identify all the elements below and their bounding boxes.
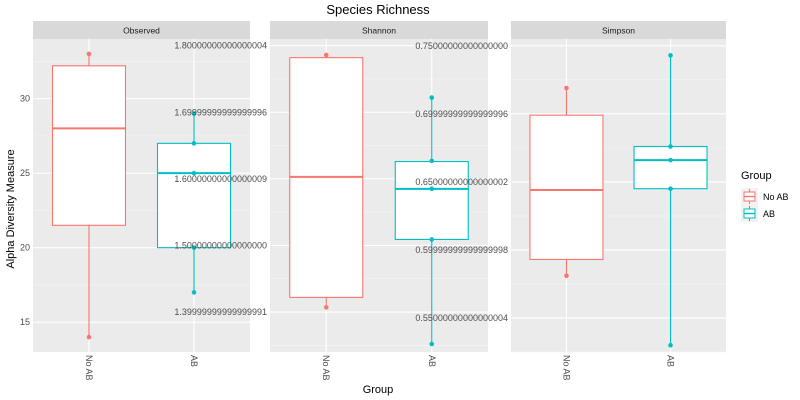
x-tick-label: AB <box>427 355 437 367</box>
y-tick-label: 1.39999999999999991 <box>174 307 267 317</box>
box-iqr <box>51 65 127 226</box>
y-tick-label: 0.65000000000000002 <box>415 177 508 187</box>
data-point <box>191 141 197 146</box>
data-point <box>429 186 435 192</box>
box-iqr <box>529 114 604 261</box>
box-ab <box>394 95 469 347</box>
y-tick-label: 1.50000000000000000 <box>174 240 267 250</box>
x-tick-label: AB <box>666 355 676 367</box>
data-point <box>429 341 435 347</box>
x-tick-label: No AB <box>561 355 571 381</box>
x-axis-title: Group <box>363 384 394 396</box>
data-point <box>86 334 92 340</box>
data-point <box>429 237 435 242</box>
data-point <box>668 53 673 58</box>
facet-strip <box>511 21 726 39</box>
facet-strip-label: Simpson <box>602 26 635 36</box>
legend-label: AB <box>763 209 775 219</box>
data-point <box>191 245 197 250</box>
y-tick-label: 25 <box>20 168 30 178</box>
y-tick-label: 0.75000000000000000 <box>415 41 508 51</box>
y-tick-label: 0.55000000000000004 <box>415 313 508 323</box>
data-point <box>323 305 329 310</box>
data-point <box>668 186 673 191</box>
box-no-ab <box>529 85 604 279</box>
y-tick-label: 15 <box>20 317 30 327</box>
data-point <box>564 85 569 91</box>
x-tick-label: AB <box>189 355 199 367</box>
data-point <box>668 144 673 149</box>
y-tick-label: 20 <box>20 243 30 253</box>
legend-item-ab: AB <box>741 205 775 222</box>
facet-strip-label: Shannon <box>362 26 396 36</box>
x-tick-label: No AB <box>321 355 331 381</box>
y-tick-label: 0.69999999999999996 <box>415 109 508 119</box>
box-ab <box>156 111 232 295</box>
data-point <box>429 95 435 100</box>
data-point <box>191 170 197 176</box>
data-point <box>323 52 329 58</box>
chart-title: Species Richness <box>326 2 430 17</box>
data-point <box>191 290 197 295</box>
facet-panel-simpson: Simpson 0.55000000000000004 0.599999999999… <box>415 21 726 381</box>
y-tick-label: 1.69999999999999996 <box>174 107 267 117</box>
box-iqr <box>633 145 708 190</box>
facet-strip <box>33 21 250 39</box>
box-no-ab <box>289 52 364 310</box>
facet-strip <box>270 21 488 39</box>
data-point <box>564 273 569 279</box>
y-axis-title: Alpha Diversity Measure <box>5 149 17 268</box>
legend-label: No AB <box>763 192 789 202</box>
y-tick-label: 1.80000000000000004 <box>174 41 267 51</box>
data-point <box>86 51 92 57</box>
y-tick-label: 0.59999999999999998 <box>415 245 508 255</box>
legend: Group No AB AB <box>741 170 789 222</box>
data-point <box>191 111 197 116</box>
box-no-ab <box>51 51 127 340</box>
legend-item-no-ab: No AB <box>741 188 789 205</box>
facet-panel-shannon: Shannon 1.39999999999999991 1.500000000000… <box>174 21 488 381</box>
x-tick-label: No AB <box>84 355 94 381</box>
y-tick-label: 1.60000000000000009 <box>174 174 267 184</box>
data-point <box>668 342 673 348</box>
facet-strip-label: Observed <box>123 26 160 36</box>
facet-panels: Observed 15 20 25 30 No AB AB Shannon 1.39999999… <box>20 21 726 381</box>
legend-title: Group <box>741 170 772 182</box>
box-iqr <box>394 160 469 241</box>
box-iqr <box>156 142 232 249</box>
facet-panel-observed: Observed 15 20 25 30 No AB AB <box>20 21 250 381</box>
box-ab <box>633 53 708 348</box>
data-point <box>429 158 435 164</box>
y-tick-label: 30 <box>20 94 30 104</box>
data-point <box>668 157 673 163</box>
